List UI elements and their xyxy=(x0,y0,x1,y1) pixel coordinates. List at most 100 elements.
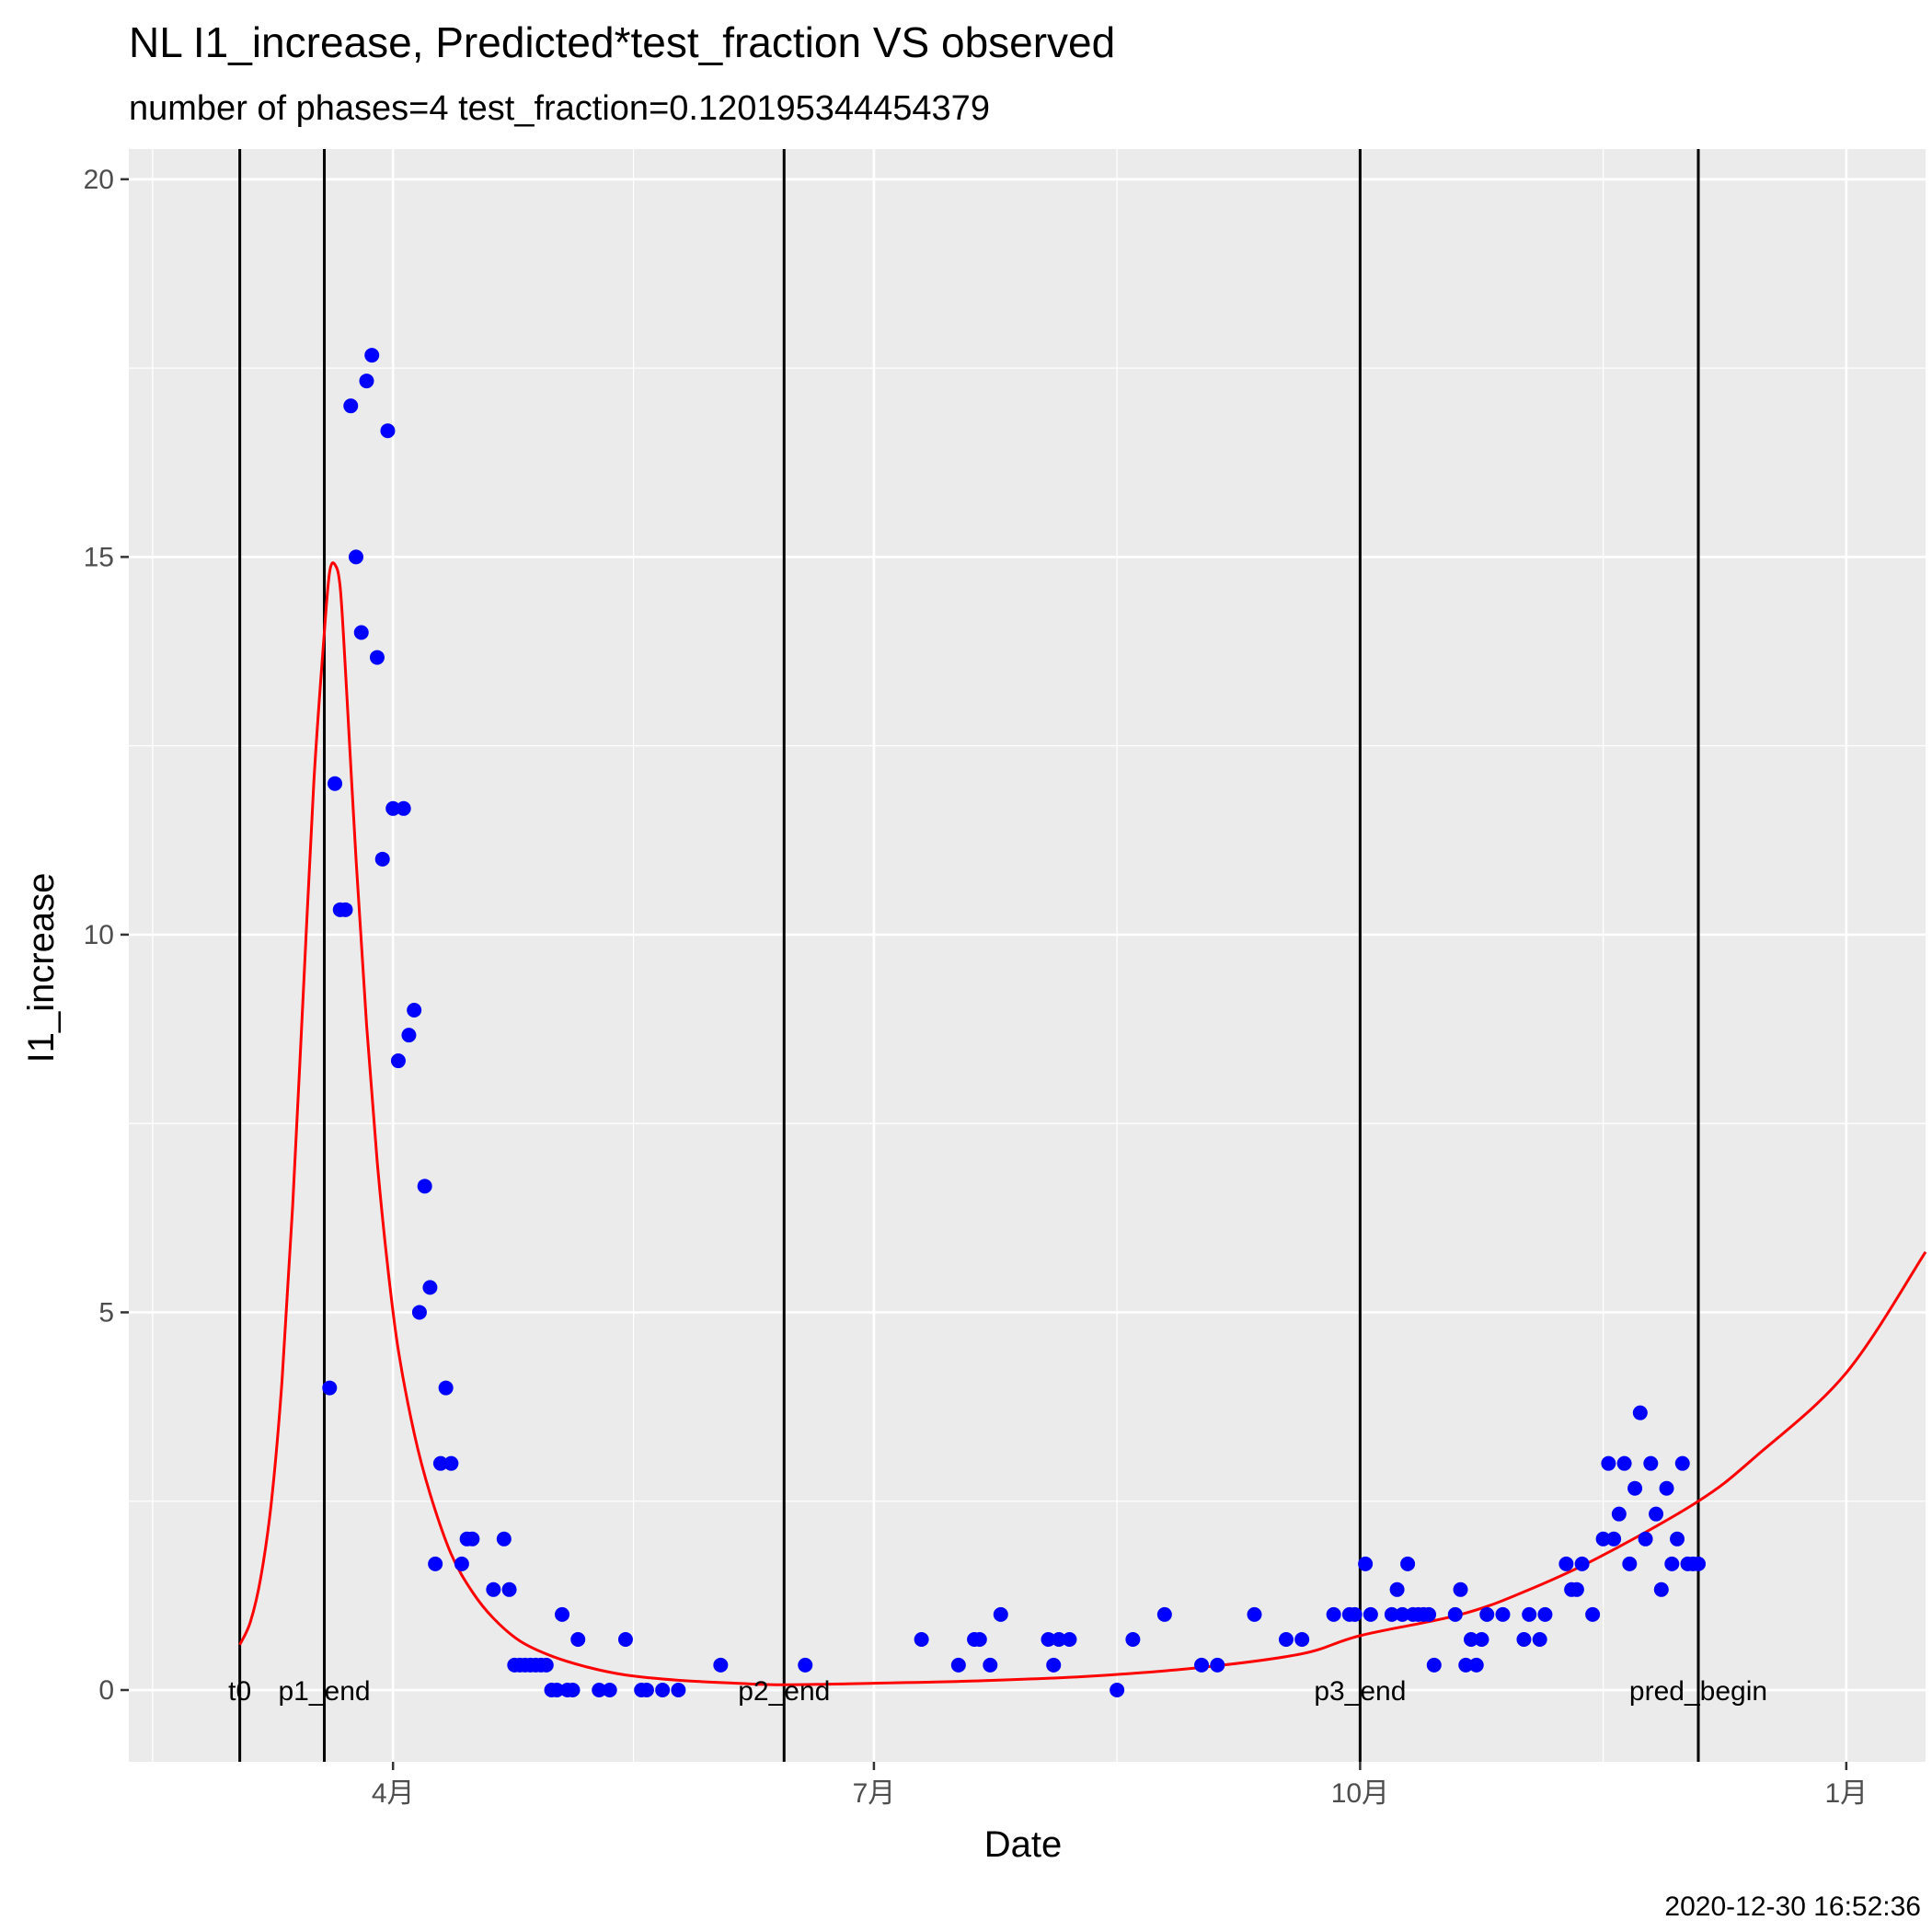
observed-point xyxy=(570,1631,586,1647)
phase-label: pred_begin xyxy=(1629,1676,1767,1707)
observed-points xyxy=(322,348,1707,1697)
observed-point xyxy=(993,1606,1008,1622)
phase-label: p3_end xyxy=(1314,1676,1406,1707)
observed-point xyxy=(1384,1606,1399,1622)
observed-point xyxy=(1426,1657,1442,1673)
observed-point xyxy=(914,1631,929,1647)
timestamp-caption: 2020-12-30 16:52:36 xyxy=(1664,1892,1921,1922)
observed-point xyxy=(1458,1657,1474,1673)
observed-point xyxy=(501,1581,517,1597)
observed-point xyxy=(465,1531,480,1547)
observed-point xyxy=(1632,1405,1648,1420)
y-axis: 0 5 10 15 20 xyxy=(84,165,129,1706)
observed-point xyxy=(1400,1556,1416,1571)
observed-point xyxy=(1670,1531,1685,1547)
observed-point xyxy=(1363,1606,1378,1622)
phase-lines xyxy=(238,149,1700,1762)
observed-point xyxy=(1041,1631,1056,1647)
observed-point xyxy=(549,1682,565,1697)
phase-labels: t0 p1_end p2_end p3_end pred_begin xyxy=(228,1676,1767,1707)
phase-label: p2_end xyxy=(738,1676,830,1707)
observed-point xyxy=(374,851,390,867)
observed-point xyxy=(1659,1480,1674,1496)
phase-label: t0 xyxy=(228,1676,251,1707)
observed-point xyxy=(1522,1606,1537,1622)
observed-point xyxy=(1347,1606,1363,1622)
observed-point xyxy=(1649,1506,1664,1522)
observed-point xyxy=(1622,1556,1638,1571)
observed-point xyxy=(1046,1657,1062,1673)
observed-point xyxy=(390,1053,406,1069)
observed-point xyxy=(364,348,380,363)
observed-point xyxy=(1468,1657,1484,1673)
observed-point xyxy=(538,1657,554,1673)
x-axis-title: Date xyxy=(984,1824,1063,1865)
phase-label: p1_end xyxy=(278,1676,370,1707)
x-tick-label: 4月 xyxy=(372,1778,415,1809)
observed-point xyxy=(798,1657,813,1673)
observed-point xyxy=(1421,1606,1437,1622)
y-tick-label: 15 xyxy=(84,542,114,572)
observed-point xyxy=(1595,1531,1611,1547)
observed-point xyxy=(1479,1606,1495,1622)
observed-point xyxy=(380,423,396,439)
observed-point xyxy=(1606,1531,1622,1547)
observed-point xyxy=(486,1581,501,1597)
observed-point xyxy=(1674,1455,1690,1471)
observed-point xyxy=(1464,1631,1479,1647)
observed-point xyxy=(671,1682,686,1697)
observed-point xyxy=(1326,1606,1341,1622)
chart-subtitle: number of phases=4 test_fraction=0.12019… xyxy=(129,89,990,128)
observed-point xyxy=(422,1280,438,1295)
observed-point xyxy=(1453,1581,1468,1597)
observed-point xyxy=(638,1682,654,1697)
observed-point xyxy=(1516,1631,1532,1647)
observed-point xyxy=(1664,1556,1680,1571)
observed-point xyxy=(1447,1606,1463,1622)
observed-point xyxy=(1156,1606,1172,1622)
observed-point xyxy=(432,1455,448,1471)
observed-point xyxy=(617,1631,633,1647)
observed-point xyxy=(1627,1480,1643,1496)
observed-point xyxy=(1062,1631,1077,1647)
observed-point xyxy=(1616,1455,1632,1471)
observed-point xyxy=(369,650,385,665)
observed-point xyxy=(396,800,411,816)
observed-point xyxy=(1125,1631,1141,1647)
observed-point xyxy=(359,374,374,389)
x-axis: 4月 7月 10月 1月 xyxy=(372,1762,1868,1809)
observed-point xyxy=(1210,1657,1225,1673)
observed-point xyxy=(322,1380,338,1396)
observed-point xyxy=(1691,1556,1707,1571)
observed-point xyxy=(328,776,343,791)
observed-point xyxy=(1247,1606,1262,1622)
observed-point xyxy=(655,1682,671,1697)
observed-point xyxy=(983,1657,998,1673)
x-tick-label: 1月 xyxy=(1824,1778,1868,1809)
y-tick-label: 20 xyxy=(84,165,114,195)
observed-point xyxy=(438,1380,454,1396)
observed-point xyxy=(1574,1556,1590,1571)
observed-point xyxy=(1611,1506,1627,1522)
observed-point xyxy=(1585,1606,1601,1622)
observed-point xyxy=(713,1657,729,1673)
chart-title: NL I1_increase, Predicted*test_fraction … xyxy=(129,18,1115,66)
observed-point xyxy=(443,1455,459,1471)
observed-point xyxy=(1051,1631,1066,1647)
observed-point xyxy=(972,1631,987,1647)
observed-point xyxy=(353,625,369,640)
y-tick-label: 10 xyxy=(84,920,114,950)
observed-point xyxy=(496,1531,512,1547)
predicted-line xyxy=(238,561,1927,1686)
observed-point xyxy=(343,398,359,414)
y-tick-label: 0 xyxy=(98,1675,114,1706)
observed-point xyxy=(1532,1631,1547,1647)
observed-point xyxy=(401,1028,417,1043)
observed-point xyxy=(1194,1657,1210,1673)
observed-point xyxy=(950,1657,966,1673)
observed-point xyxy=(1558,1556,1574,1571)
observed-point xyxy=(592,1682,607,1697)
x-tick-label: 7月 xyxy=(853,1778,896,1809)
observed-point xyxy=(348,549,363,565)
plot-panel xyxy=(129,149,1926,1762)
